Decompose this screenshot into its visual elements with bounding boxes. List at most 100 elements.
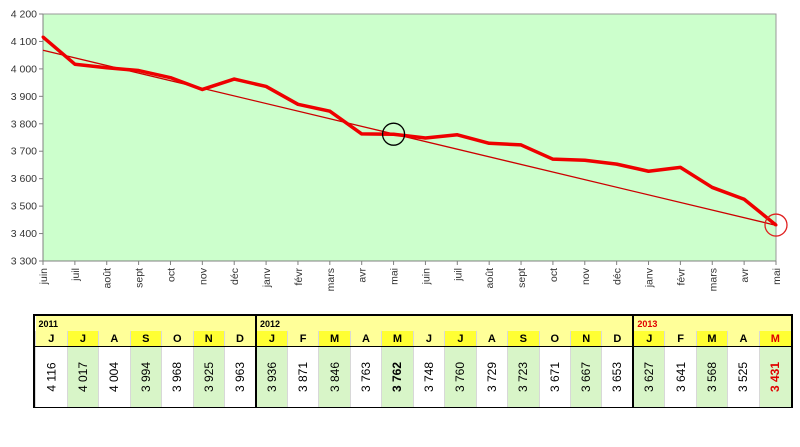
x-tick-label: juil [70, 268, 82, 282]
data-point [774, 223, 778, 227]
value-text: 3 762 [390, 361, 405, 393]
x-tick-label: mai [771, 268, 783, 285]
highlight-markers [41, 35, 788, 237]
month-header: M [695, 331, 728, 347]
month-header: J [254, 331, 288, 347]
y-tick-label: 3 600 [11, 173, 37, 185]
value-cell: 3 431 [758, 346, 791, 407]
value-text: 3 925 [201, 361, 216, 393]
data-point [455, 133, 459, 137]
value-cell: 3 671 [538, 346, 571, 407]
month-header: J [632, 331, 665, 347]
month-header: M [318, 331, 351, 347]
value-text: 3 641 [673, 361, 688, 393]
x-tick-label: janv [261, 267, 273, 288]
x-tick-label: déc [229, 268, 241, 285]
value-cell: 3 763 [349, 346, 382, 407]
month-header: N [192, 331, 225, 347]
data-point [137, 69, 141, 73]
month-header: A [349, 331, 382, 347]
value-cell: 3 748 [412, 346, 445, 407]
value-text: 3 729 [484, 361, 499, 393]
y-tick-label: 3 300 [11, 256, 37, 268]
value-text: 3 763 [359, 361, 374, 393]
x-tick-label: sept [516, 268, 528, 288]
value-cell: 3 525 [727, 346, 760, 407]
year-label: 2013 [632, 316, 791, 331]
data-point [105, 66, 109, 70]
data-point [423, 136, 427, 140]
y-axis: 3 300 3 400 3 500 3 600 3 700 3 800 3 900 4 000… [11, 9, 44, 268]
month-header: O [538, 331, 571, 347]
month-header: J [35, 331, 68, 347]
value-cell: 3 994 [129, 346, 162, 407]
month-header: D [601, 331, 634, 347]
month-header: O [161, 331, 194, 347]
month-header: F [664, 331, 697, 347]
value-text: 3 653 [610, 361, 625, 393]
value-cell: 4 004 [98, 346, 131, 407]
value-text: 4 017 [75, 361, 90, 393]
month-header: M [758, 331, 791, 347]
x-tick-label: févr [293, 268, 305, 286]
value-text: 3 748 [421, 361, 436, 393]
x-tick-label: févr [675, 268, 687, 286]
x-tick-label: mai [389, 268, 401, 285]
data-point [678, 165, 682, 169]
data-point [360, 132, 364, 136]
x-tick-label: août [484, 268, 496, 289]
value-cell: 3 936 [254, 346, 288, 407]
month-header: J [444, 331, 477, 347]
year-text: 2013 [637, 318, 658, 329]
year-label: 2012 [254, 316, 634, 331]
value-text: 3 627 [642, 361, 657, 393]
data-point [328, 109, 332, 113]
data-point [551, 157, 555, 161]
data-point [392, 132, 396, 136]
value-cell: 3 925 [192, 346, 225, 407]
data-point [647, 169, 651, 173]
y-tick-label: 4 200 [11, 9, 37, 21]
data-point [615, 162, 619, 166]
value-text: 3 968 [170, 361, 185, 393]
x-tick-label: nov [197, 267, 209, 285]
x-tick-label: déc [612, 268, 624, 285]
month-header: J [412, 331, 445, 347]
value-text: 3 671 [547, 361, 562, 393]
month-header: A [475, 331, 508, 347]
value-text: 3 525 [736, 361, 751, 393]
month-header: M [381, 331, 414, 347]
value-text: 3 846 [327, 361, 342, 393]
value-text: 3 568 [705, 361, 719, 393]
month-header: D [223, 331, 256, 347]
value-cell: 3 667 [569, 346, 602, 407]
y-tick-label: 4 000 [11, 63, 37, 75]
value-text: 3 936 [264, 361, 279, 393]
data-point [487, 141, 491, 145]
value-text: 3 963 [233, 361, 247, 393]
series-line [41, 35, 778, 227]
value-cell: 3 729 [475, 346, 508, 407]
x-tick-label: sept [134, 268, 146, 288]
value-cell: 4 116 [35, 346, 68, 407]
x-tick-label: juin [420, 268, 432, 286]
data-point [73, 62, 77, 66]
value-cell: 3 653 [601, 346, 634, 407]
highlight-circle [381, 122, 406, 146]
value-row: 4 116 4 017 4 004 3 994 3 968 3 925 3 963 3 936… [35, 346, 791, 407]
value-cell: 3 641 [664, 346, 697, 407]
month-header: F [286, 331, 319, 347]
x-axis: juin juil août sept oct nov déc janv févr mars avr… [38, 260, 783, 291]
y-tick-label: 3 700 [11, 146, 37, 158]
value-cell: 3 760 [444, 346, 477, 407]
value-text: 3 871 [296, 361, 311, 393]
y-tick-label: 4 100 [11, 36, 37, 48]
y-tick-label: 3 400 [11, 228, 37, 240]
month-header: S [507, 331, 540, 347]
value-cell: 3 627 [632, 346, 665, 407]
value-cell: 3 723 [507, 346, 540, 407]
x-tick-label: mars [325, 268, 337, 291]
y-tick-label: 3 900 [11, 91, 37, 103]
value-cell: 3 846 [318, 346, 351, 407]
